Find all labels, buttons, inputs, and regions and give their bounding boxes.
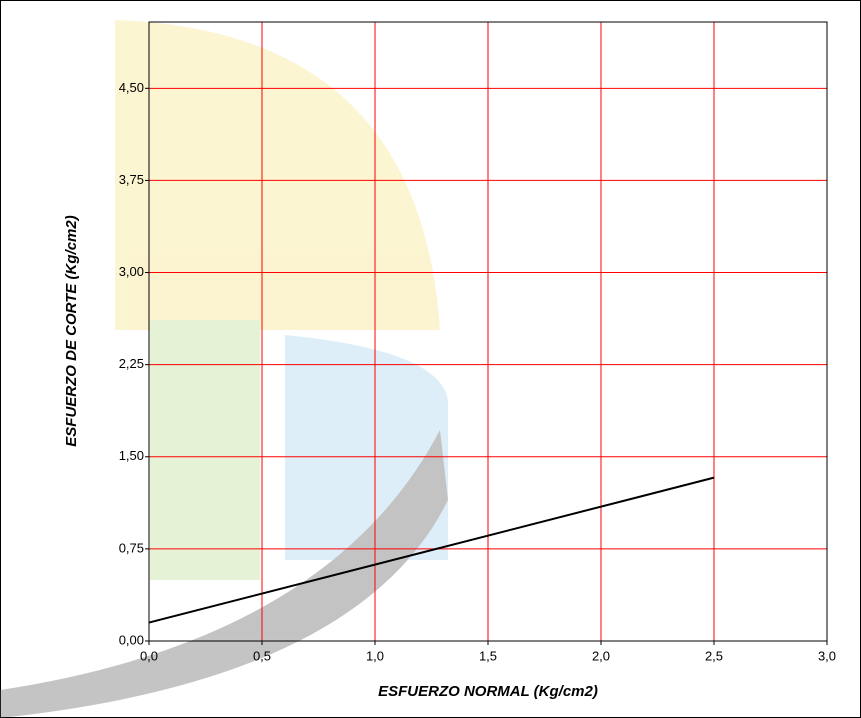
x-tick-label: 0,0 (140, 648, 158, 663)
x-tick-label: 1,0 (366, 648, 384, 663)
plot-border (148, 21, 828, 642)
y-tick-label: 2,25 (119, 356, 144, 371)
x-tick-label: 2,5 (705, 648, 723, 663)
y-tick-label: 3,75 (119, 172, 144, 187)
x-axis-title: ESFUERZO NORMAL (Kg/cm2) (378, 683, 598, 700)
y-tick-label: 0,00 (119, 632, 144, 647)
x-tick-label: 3,0 (818, 648, 836, 663)
x-tick-label: 0,5 (253, 648, 271, 663)
y-axis-title: ESFUERZO DE CORTE (Kg/cm2) (63, 215, 80, 446)
y-tick-label: 1,50 (119, 448, 144, 463)
y-tick-label: 0,75 (119, 540, 144, 555)
y-tick-label: 3,00 (119, 264, 144, 279)
x-tick-label: 2,0 (592, 648, 610, 663)
y-tick-label: 4,50 (119, 80, 144, 95)
x-tick-label: 1,5 (479, 648, 497, 663)
watermark (0, 20, 448, 718)
data-line (148, 476, 715, 624)
